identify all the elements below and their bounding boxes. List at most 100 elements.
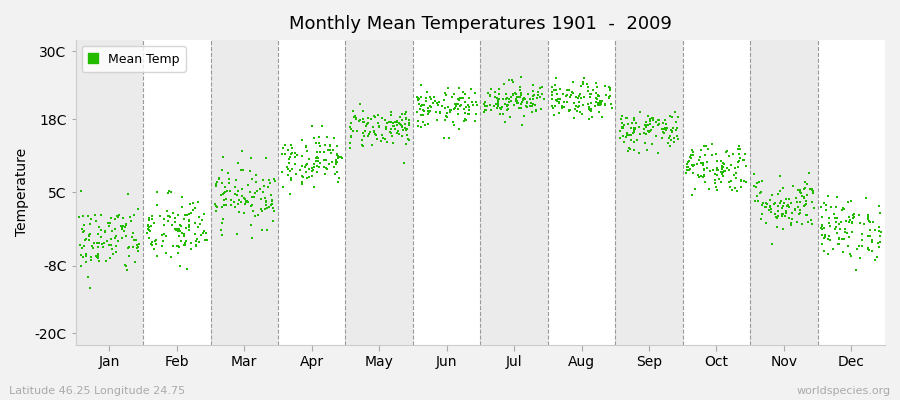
Point	[767, 200, 781, 207]
Point	[102, 223, 116, 230]
Point	[530, 94, 544, 101]
Point	[79, 259, 94, 266]
Point	[778, 200, 792, 206]
Point	[254, 196, 268, 202]
Point	[294, 178, 309, 185]
Point	[129, 237, 143, 243]
Point	[795, 221, 809, 227]
Point	[231, 200, 246, 207]
Point	[400, 136, 415, 142]
Point	[209, 208, 223, 214]
Point	[549, 97, 563, 104]
Point	[245, 193, 259, 200]
Point	[200, 236, 214, 243]
Point	[244, 222, 258, 228]
Point	[770, 214, 784, 220]
Point	[493, 110, 508, 117]
Point	[510, 98, 525, 105]
Point	[213, 192, 228, 198]
Point	[573, 91, 588, 98]
Point	[548, 103, 562, 109]
Point	[228, 190, 242, 197]
Point	[228, 184, 242, 190]
Point	[398, 124, 412, 131]
Point	[715, 166, 729, 172]
Point	[842, 234, 857, 240]
Point	[79, 251, 94, 258]
Point	[468, 99, 482, 106]
Point	[190, 236, 204, 242]
Point	[595, 98, 609, 104]
Point	[285, 166, 300, 173]
Point	[199, 230, 213, 236]
Point	[686, 148, 700, 155]
Point	[738, 151, 752, 158]
Point	[871, 240, 886, 246]
Point	[173, 222, 187, 228]
Point	[662, 133, 677, 139]
Point	[361, 115, 375, 121]
Point	[682, 158, 697, 164]
Point	[503, 113, 517, 120]
Point	[266, 205, 280, 211]
Point	[166, 210, 180, 216]
Point	[860, 214, 875, 220]
Point	[562, 106, 576, 113]
Point	[302, 156, 316, 162]
Point	[166, 242, 180, 249]
Point	[228, 204, 242, 210]
Point	[696, 160, 710, 166]
Point	[433, 108, 447, 115]
Point	[332, 175, 347, 181]
Point	[451, 106, 465, 112]
Point	[590, 100, 605, 106]
Point	[624, 132, 638, 138]
Point	[619, 115, 634, 122]
Point	[262, 177, 276, 184]
Point	[715, 179, 729, 185]
Point	[367, 113, 382, 120]
Point	[826, 210, 841, 217]
Point	[319, 157, 333, 164]
Point	[244, 202, 258, 209]
Point	[872, 202, 886, 209]
Point	[299, 143, 313, 149]
Point	[735, 156, 750, 163]
Point	[771, 202, 786, 209]
Point	[411, 101, 426, 107]
Point	[147, 220, 161, 227]
Point	[440, 85, 454, 91]
Point	[344, 120, 358, 126]
Point	[495, 95, 509, 102]
Point	[248, 178, 263, 185]
Point	[802, 170, 816, 176]
Point	[594, 99, 608, 106]
Point	[87, 212, 102, 218]
Point	[771, 207, 786, 214]
Point	[752, 179, 766, 185]
Point	[394, 122, 409, 128]
Point	[589, 95, 603, 102]
Point	[256, 177, 270, 183]
Point	[414, 102, 428, 108]
Point	[680, 164, 694, 170]
Point	[433, 109, 447, 116]
Point	[173, 263, 187, 269]
Point	[97, 239, 112, 246]
Point	[536, 96, 551, 102]
Point	[718, 149, 733, 156]
Point	[259, 226, 274, 233]
Point	[253, 186, 267, 192]
Point	[130, 245, 144, 251]
Point	[656, 126, 670, 132]
Point	[104, 228, 119, 234]
Point	[832, 236, 846, 242]
Point	[749, 184, 763, 190]
Point	[103, 220, 117, 226]
Point	[751, 198, 765, 204]
Point	[300, 175, 314, 181]
Point	[520, 104, 535, 110]
Point	[755, 178, 770, 184]
Point	[639, 124, 653, 130]
Point	[436, 103, 450, 110]
